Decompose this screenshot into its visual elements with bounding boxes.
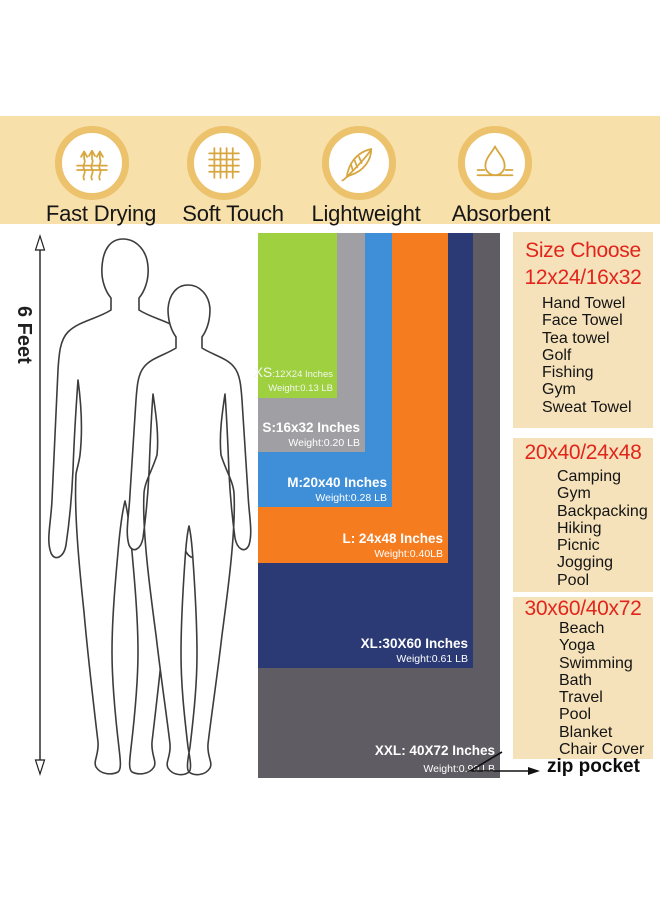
towel-size-comparison: XXL: 40X72 Inches Weight:0.90 LB XL:30X6… (254, 233, 500, 778)
list-item: Pool (559, 706, 592, 724)
list-item: Travel (559, 689, 603, 707)
towel-label: S:16x32 Inches Weight:0.20 LB (262, 420, 360, 449)
list-item: Sweat Towel (542, 398, 632, 416)
feature-label-fast-drying: Fast Drying (45, 201, 157, 226)
list-item: Picnic (557, 537, 600, 555)
feature-label-absorbent: Absorbent (451, 201, 551, 226)
feather-icon (341, 148, 373, 182)
water-drop-icon (476, 145, 514, 177)
feature-circle-soft-touch (187, 126, 261, 200)
list-item: Swimming (559, 654, 633, 672)
list-item: Hiking (557, 519, 602, 537)
size-guide-title: Size Choose (525, 239, 641, 262)
list-item: Gym (557, 485, 591, 503)
feature-circle-lightweight (322, 126, 396, 200)
size-guide-section-large: 30x60/40x72 Beach Yoga Swimming Bath Tra… (513, 597, 653, 759)
list-item: Gym (542, 381, 576, 399)
size-guide-header: 30x60/40x72 (524, 597, 642, 620)
list-item: Blanket (559, 723, 613, 741)
arrow-right-icon (528, 767, 540, 775)
towel-label: M:20x40 Inches Weight:0.28 LB (287, 475, 387, 504)
size-guide-header: 12x24/16x32 (524, 266, 642, 289)
list-item: Tea towel (542, 329, 610, 347)
people-height-diagram: 6 Feet (13, 234, 252, 776)
towel-label: L: 24x48 Inches Weight:0.40LB (342, 531, 443, 560)
towel-label: XL:30X60 Inches Weight:0.61 LB (360, 636, 468, 665)
feature-circle-fast-drying (55, 126, 129, 200)
list-item: Yoga (559, 637, 595, 655)
zip-pocket-label: zip pocket (547, 756, 640, 777)
ruler-arrow-down-icon (34, 759, 46, 776)
feature-circle-absorbent (458, 126, 532, 200)
ruler-arrow-up-icon (34, 234, 46, 251)
size-guide-items: Camping Gym Backpacking Hiking Picnic Jo… (513, 468, 653, 589)
size-guide-section-small: Size Choose 12x24/16x32 Hand Towel Face … (513, 232, 653, 428)
feature-label-lightweight: Lightweight (311, 201, 421, 226)
size-guide-header: 20x40/24x48 (524, 441, 642, 464)
features-band: Fast Drying Soft Touch Lightweight Absor… (0, 116, 660, 226)
list-item: Face Towel (542, 312, 623, 330)
steam-icon (76, 149, 108, 181)
list-item: Pool (557, 571, 590, 589)
size-guide-section-medium: 20x40/24x48 Camping Gym Backpacking Hiki… (513, 438, 653, 592)
list-item: Golf (542, 346, 572, 364)
towel-label: XS:12X24 Inches Weight:0.13 LB (253, 364, 333, 395)
list-item: Fishing (542, 364, 594, 382)
size-guide-items: Beach Yoga Swimming Bath Travel Pool Bla… (513, 620, 653, 758)
height-label: 6 Feet (13, 306, 35, 364)
zip-pocket-arrow (467, 751, 540, 775)
list-item: Backpacking (557, 502, 648, 520)
feature-label-soft-touch: Soft Touch (182, 201, 284, 226)
mesh-icon (208, 147, 240, 179)
towel-rect-xs: XS:12X24 Inches Weight:0.13 LB (254, 233, 337, 398)
list-item: Chair Cover (559, 741, 645, 759)
list-item: Jogging (557, 554, 614, 572)
list-item: Bath (559, 671, 592, 689)
person-outline-woman (126, 284, 252, 776)
list-item: Beach (559, 620, 605, 637)
list-item: Camping (557, 468, 622, 485)
size-guide-items: Hand Towel Face Towel Tea towel Golf Fis… (513, 295, 653, 416)
list-item: Hand Towel (542, 295, 626, 312)
